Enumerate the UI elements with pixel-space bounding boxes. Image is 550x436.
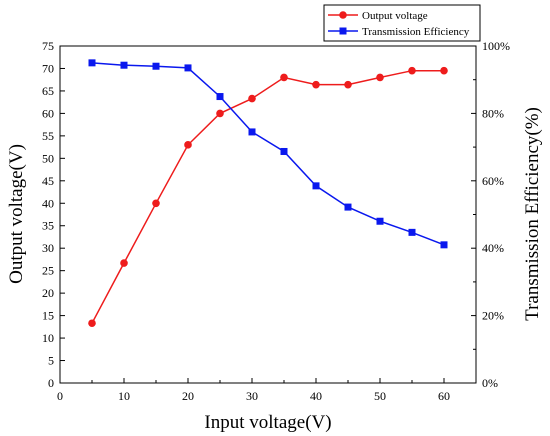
output-voltage-point xyxy=(376,73,384,82)
output-voltage-point xyxy=(88,319,96,328)
legend-label-transmission-efficiency: Transmission Efficiency xyxy=(362,26,470,38)
transmission-efficiency-point xyxy=(344,203,352,211)
output-voltage-point xyxy=(408,66,416,75)
transmission-efficiency-point xyxy=(120,61,128,69)
y2-tick-label: 100% xyxy=(482,39,510,53)
legend: Output voltage Transmission Efficiency xyxy=(323,4,481,42)
y-tick-label: 45 xyxy=(42,174,54,188)
y2-tick-label: 20% xyxy=(482,309,504,323)
transmission-efficiency-point xyxy=(440,241,448,249)
output-voltage-point xyxy=(184,141,192,149)
output-voltage-point xyxy=(248,94,256,103)
y-tick-label: 30 xyxy=(42,241,54,255)
output-voltage-point xyxy=(152,199,160,208)
x-tick-label: 60 xyxy=(438,389,450,403)
y-tick-label: 35 xyxy=(42,219,54,233)
x-tick-label: 10 xyxy=(118,389,130,403)
transmission-efficiency-point xyxy=(88,59,96,67)
legend-marker-output-voltage xyxy=(339,11,347,19)
y-tick-label: 70 xyxy=(42,61,54,75)
output-voltage-line xyxy=(91,69,444,324)
series-layer xyxy=(88,59,448,328)
output-voltage-point xyxy=(280,73,288,82)
x-tick-label: 0 xyxy=(57,389,63,403)
legend-label-output-voltage: Output voltage xyxy=(362,10,428,22)
x-tick-label: 40 xyxy=(310,389,322,403)
y-tick-label: 15 xyxy=(42,309,54,323)
output-voltage-point xyxy=(120,259,128,267)
y2-tick-label: 80% xyxy=(482,106,504,120)
legend-box xyxy=(323,4,481,42)
y-tick-label: 60 xyxy=(42,106,54,120)
transmission-efficiency-point xyxy=(280,147,288,155)
output-voltage-point xyxy=(312,80,320,89)
y-tick-label: 20 xyxy=(42,286,54,300)
axes: 0 10 20 30 40 50 60 0 5 10 15 20 25 30 35 40 45 50 55 60 65 7… xyxy=(42,39,510,403)
y-tick-label: 55 xyxy=(42,129,54,143)
transmission-efficiency-point xyxy=(312,182,320,190)
transmission-efficiency-line xyxy=(91,62,445,246)
transmission-efficiency-point xyxy=(216,93,224,101)
y-axis-title: Output voltage(V) xyxy=(6,144,27,284)
x-axis-title: Input voltage(V) xyxy=(204,412,331,433)
output-voltage-point xyxy=(216,109,224,118)
y-tick-label: 0 xyxy=(48,376,54,390)
transmission-efficiency-point xyxy=(152,62,160,70)
y2-tick-label: 40% xyxy=(482,241,504,255)
y2-tick-label: 0% xyxy=(482,376,498,390)
x-tick-label: 20 xyxy=(182,389,194,403)
plot-frame xyxy=(59,45,477,384)
y2-tick-label: 60% xyxy=(482,174,504,188)
transmission-efficiency-point xyxy=(248,128,256,136)
transmission-efficiency-point xyxy=(184,64,192,72)
y2-axis-title: Transmission Efficiency(%) xyxy=(522,107,543,321)
legend-marker-transmission-efficiency xyxy=(339,27,347,35)
y-tick-label: 75 xyxy=(42,39,54,53)
y-tick-label: 40 xyxy=(42,196,54,210)
y-tick-label: 5 xyxy=(48,354,54,368)
transmission-efficiency-point xyxy=(408,228,416,236)
output-voltage-point xyxy=(344,80,352,89)
y-tick-label: 10 xyxy=(42,331,54,345)
output-voltage-point xyxy=(440,66,448,75)
x-tick-label: 50 xyxy=(374,389,386,403)
x-tick-label: 30 xyxy=(246,389,258,403)
y-tick-label: 65 xyxy=(42,84,54,98)
y-tick-label: 50 xyxy=(42,151,54,165)
y-tick-label: 25 xyxy=(42,264,54,278)
transmission-efficiency-point xyxy=(376,217,384,225)
